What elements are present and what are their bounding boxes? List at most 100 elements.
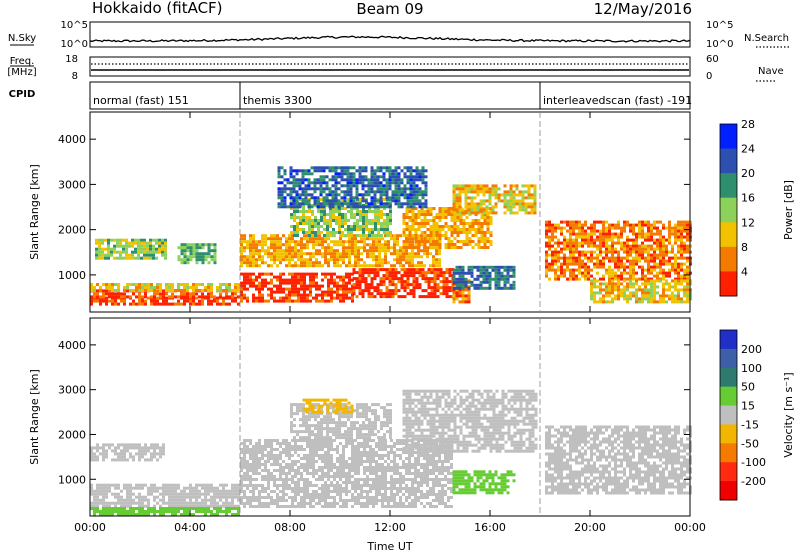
data-cell [306,484,309,487]
data-cell [382,187,386,191]
data-cell [298,193,302,197]
data-cell [234,489,237,493]
data-cell [126,283,129,286]
data-cell [641,288,644,292]
data-cell [349,178,353,182]
data-cell [294,475,297,478]
data-cell [171,504,174,508]
data-cell [614,223,617,227]
data-cell [96,495,99,499]
data-cell [512,205,516,209]
data-cell [590,223,593,227]
data-cell [635,271,638,275]
data-cell [311,222,314,225]
data-cell [569,274,572,278]
data-cell [671,300,674,304]
data-cell [614,247,617,251]
data-cell [650,232,653,236]
data-cell [470,199,474,203]
data-cell [380,222,383,225]
data-cell [240,463,243,466]
data-cell [116,241,119,245]
data-cell [225,283,228,286]
data-cell [258,240,261,244]
data-cell [385,184,389,188]
data-cell [180,258,184,262]
data-cell [330,255,333,259]
data-cell [277,190,281,194]
data-cell [444,216,448,219]
data-cell [429,207,433,210]
data-cell [521,193,525,197]
data-cell [412,169,416,173]
data-cell [388,169,392,173]
data-cell [599,250,602,254]
data-cell [406,274,410,278]
data-cell [180,302,183,306]
data-cell [333,278,336,282]
data-cell [348,249,351,253]
data-cell [629,226,632,230]
data-cell [414,216,418,219]
data-cell [602,277,605,281]
data-cell [186,249,190,253]
data-cell [306,264,309,268]
data-cell [674,235,677,239]
data-cell [608,238,611,242]
data-cell [680,226,683,230]
data-cell [276,439,279,442]
data-cell [647,250,650,254]
data-cell [255,264,258,268]
data-cell [441,207,445,210]
data-cell [126,446,129,450]
data-cell [354,258,357,262]
data-cell [346,178,350,182]
data-cell [506,271,510,275]
data-cell [436,274,440,278]
data-cell [117,292,120,296]
data-cell [159,286,162,289]
data-cell [497,283,501,287]
data-cell [417,261,420,265]
data-cell [165,302,168,306]
data-cell [465,216,469,219]
data-cell [629,223,632,227]
data-cell [264,439,267,442]
data-cell [584,277,587,281]
data-cell [379,205,383,209]
data-cell [333,264,336,268]
data-cell [369,249,372,253]
data-cell [210,249,214,253]
data-cell [527,193,531,197]
data-cell [153,292,156,296]
data-cell [168,486,171,490]
data-cell [345,290,348,294]
data-cell [270,237,273,241]
data-cell [219,504,222,508]
data-cell [479,280,483,284]
data-cell [611,297,614,301]
data-cell [201,252,205,256]
data-cell [138,486,141,490]
data-cell [405,237,409,240]
data-cell [282,484,285,487]
data-cell [337,202,341,206]
data-cell [560,268,563,272]
data-cell [662,244,665,248]
data-cell [438,207,442,210]
data-cell [680,244,683,248]
data-cell [285,439,288,442]
data-cell [246,296,249,300]
data-cell [438,240,442,243]
data-cell [602,282,605,286]
data-cell [381,237,384,241]
data-cell [608,285,611,289]
data-cell [662,238,665,242]
data-cell [234,486,237,490]
data-cell [593,265,596,269]
data-cell [373,205,377,209]
data-cell [378,252,381,256]
data-cell [164,256,167,260]
data-cell [309,278,312,282]
data-cell [289,175,293,179]
